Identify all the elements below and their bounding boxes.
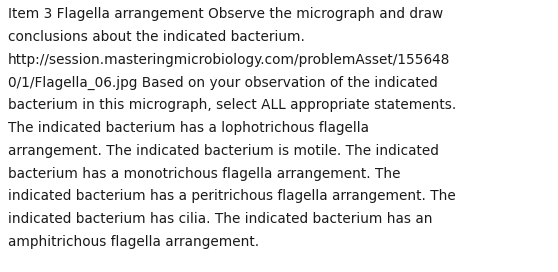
Text: conclusions about the indicated bacterium.: conclusions about the indicated bacteriu… bbox=[8, 30, 305, 44]
Text: bacterium in this micrograph, select ALL appropriate statements.: bacterium in this micrograph, select ALL… bbox=[8, 98, 456, 112]
Text: arrangement. The indicated bacterium is motile. The indicated: arrangement. The indicated bacterium is … bbox=[8, 144, 439, 158]
Text: The indicated bacterium has a lophotrichous flagella: The indicated bacterium has a lophotrich… bbox=[8, 121, 369, 135]
Text: indicated bacterium has a peritrichous flagella arrangement. The: indicated bacterium has a peritrichous f… bbox=[8, 189, 456, 203]
Text: indicated bacterium has cilia. The indicated bacterium has an: indicated bacterium has cilia. The indic… bbox=[8, 212, 432, 226]
Text: bacterium has a monotrichous flagella arrangement. The: bacterium has a monotrichous flagella ar… bbox=[8, 167, 401, 181]
Text: 0/1/Flagella_06.jpg Based on your observation of the indicated: 0/1/Flagella_06.jpg Based on your observ… bbox=[8, 75, 437, 89]
Text: Item 3 Flagella arrangement Observe the micrograph and draw: Item 3 Flagella arrangement Observe the … bbox=[8, 7, 443, 21]
Text: http://session.masteringmicrobiology.com/problemAsset/155648: http://session.masteringmicrobiology.com… bbox=[8, 52, 450, 67]
Text: amphitrichous flagella arrangement.: amphitrichous flagella arrangement. bbox=[8, 235, 259, 249]
